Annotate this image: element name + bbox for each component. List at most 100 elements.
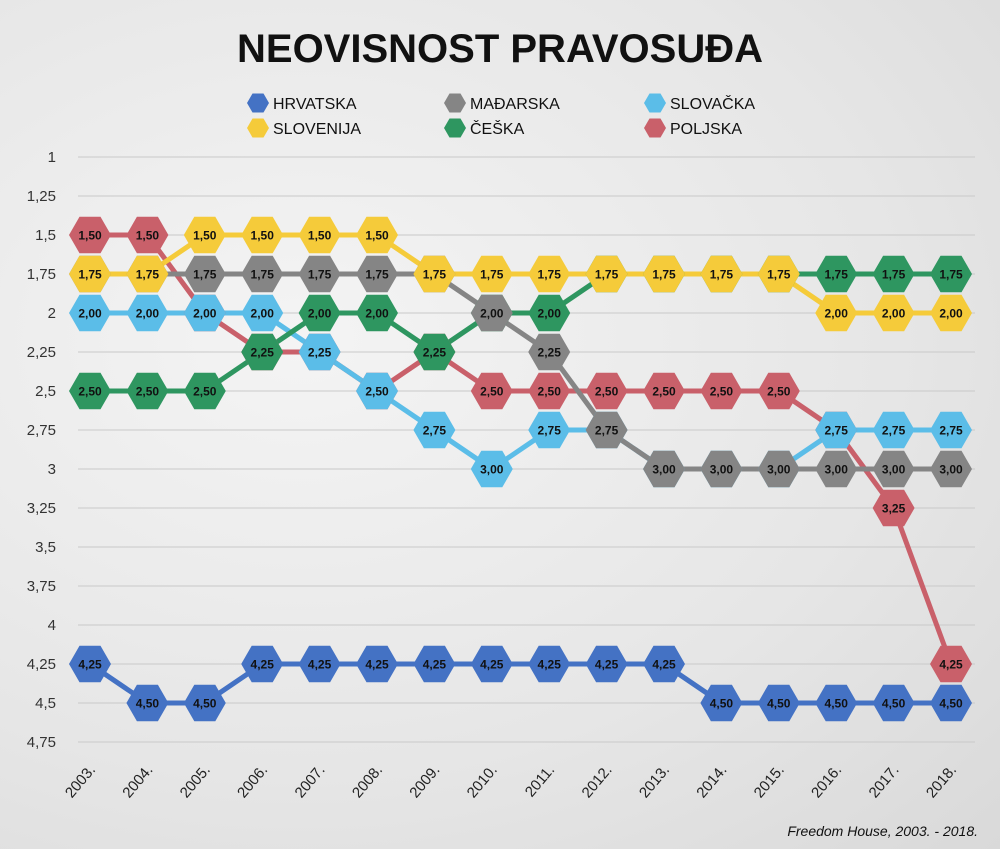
data-point-marker xyxy=(872,684,915,722)
data-point-marker xyxy=(930,450,972,488)
data-label: 2,00 xyxy=(882,307,906,321)
data-point-marker xyxy=(815,255,858,293)
y-tick-label: 2 xyxy=(48,305,56,322)
data-label: 2,25 xyxy=(423,346,447,360)
y-tick-label: 1,75 xyxy=(27,266,56,283)
x-tick-label: 2011. xyxy=(522,762,558,801)
legend-swatch xyxy=(444,93,466,113)
data-label: 4,50 xyxy=(710,697,734,711)
data-point-marker xyxy=(700,684,743,722)
data-label: 1,75 xyxy=(825,268,849,282)
data-point-marker xyxy=(126,372,169,410)
data-label: 1,75 xyxy=(423,268,447,282)
data-label: 4,25 xyxy=(538,658,562,672)
data-label: 2,50 xyxy=(595,385,619,399)
data-label: 3,00 xyxy=(882,463,906,477)
data-point-marker xyxy=(930,255,972,293)
y-tick-label: 4 xyxy=(48,617,56,634)
data-point-marker xyxy=(183,684,226,722)
y-tick-label: 4,75 xyxy=(27,734,56,751)
series-markers: 4,25 4,50 4,50 4,25 4,25 4,25 4,25 4,25 4,25 4,25… xyxy=(69,216,972,722)
data-label: 2,75 xyxy=(423,424,447,438)
data-point-marker xyxy=(757,372,800,410)
data-label: 1,50 xyxy=(308,229,332,243)
data-label: 2,50 xyxy=(767,385,791,399)
y-tick-label: 3 xyxy=(48,461,56,478)
data-point-marker xyxy=(126,255,169,293)
data-label: 4,50 xyxy=(882,697,906,711)
data-label: 1,75 xyxy=(136,268,160,282)
data-label: 2,50 xyxy=(136,385,160,399)
data-label: 3,00 xyxy=(710,463,734,477)
data-point-marker xyxy=(183,255,226,293)
data-point-marker xyxy=(126,216,169,254)
series-line-slovačka xyxy=(87,310,954,472)
y-tick-label: 2,25 xyxy=(27,344,56,361)
data-point-marker xyxy=(757,684,800,722)
y-tick-label: 1,25 xyxy=(27,188,56,205)
legend-item-slovenija: SLOVENIJA xyxy=(247,118,361,138)
legend-label: ČEŠKA xyxy=(470,119,525,138)
data-label: 2,00 xyxy=(939,307,963,321)
data-label: 2,50 xyxy=(710,385,734,399)
x-tick-label: 2012. xyxy=(579,762,616,802)
series-line-slovenija xyxy=(87,232,954,316)
x-tick-label: 2018. xyxy=(923,762,960,802)
data-label: 1,75 xyxy=(882,268,906,282)
data-point-marker xyxy=(643,450,685,488)
data-point-marker xyxy=(930,684,972,722)
data-label: 2,00 xyxy=(308,307,332,321)
y-tick-label: 2,5 xyxy=(35,383,56,400)
data-point-marker xyxy=(643,372,685,410)
data-point-marker xyxy=(413,411,456,449)
data-label: 4,25 xyxy=(78,658,102,672)
data-label: 3,00 xyxy=(939,463,963,477)
data-point-marker xyxy=(69,216,111,254)
x-tick-label: 2008. xyxy=(349,762,386,802)
x-tick-label: 2017. xyxy=(866,762,903,802)
data-label: 4,50 xyxy=(136,697,160,711)
legend-label: POLJSKA xyxy=(670,121,742,138)
data-label: 3,00 xyxy=(767,463,791,477)
data-point-marker xyxy=(930,645,972,683)
series-markers-mađarska: 1,75 1,75 1,75 1,75 1,75 1,75 1,75 2,00 2,25 2,75… xyxy=(69,255,972,488)
data-label: 1,75 xyxy=(308,268,332,282)
x-tick-label: 2004. xyxy=(119,762,156,802)
data-point-marker xyxy=(298,645,341,683)
series-line-poljska xyxy=(87,232,954,667)
y-tick-label: 3,75 xyxy=(27,578,56,595)
data-label: 4,50 xyxy=(193,697,217,711)
data-point-marker xyxy=(413,255,456,293)
data-point-marker xyxy=(815,450,858,488)
y-tick-label: 3,25 xyxy=(27,500,56,517)
legend-label: SLOVENIJA xyxy=(273,121,361,138)
data-point-marker xyxy=(470,645,513,683)
x-tick-label: 2013. xyxy=(636,762,673,802)
data-point-marker xyxy=(356,645,398,683)
data-point-marker xyxy=(356,255,398,293)
data-label: 1,75 xyxy=(710,268,734,282)
data-label: 2,75 xyxy=(882,424,906,438)
series-markers-slovenija: 1,75 1,75 1,50 1,50 1,50 1,50 1,75 1,75 1,75 1,75… xyxy=(69,216,972,332)
data-label: 2,50 xyxy=(652,385,676,399)
data-point-marker xyxy=(930,411,972,449)
data-point-marker xyxy=(872,255,915,293)
legend-label: SLOVAČKA xyxy=(670,94,755,113)
y-tick-label: 4,25 xyxy=(27,656,56,673)
data-label: 1,75 xyxy=(538,268,562,282)
legend-item-češka: ČEŠKA xyxy=(444,118,525,138)
data-label: 1,75 xyxy=(480,268,504,282)
data-point-marker xyxy=(356,372,398,410)
source-note: Freedom House, 2003. - 2018. xyxy=(787,823,978,839)
series-markers-hrvatska: 4,25 4,50 4,50 4,25 4,25 4,25 4,25 4,25 4,25 4,25… xyxy=(69,645,972,722)
legend-swatch xyxy=(247,118,269,138)
x-tick-label: 2015. xyxy=(751,762,788,802)
data-point-marker xyxy=(700,372,743,410)
data-label: 3,00 xyxy=(652,463,676,477)
data-label: 1,75 xyxy=(652,268,676,282)
data-label: 4,50 xyxy=(767,697,791,711)
legend-swatch xyxy=(247,93,269,113)
data-label: 4,25 xyxy=(423,658,447,672)
legend-label: MAĐARSKA xyxy=(470,96,560,113)
